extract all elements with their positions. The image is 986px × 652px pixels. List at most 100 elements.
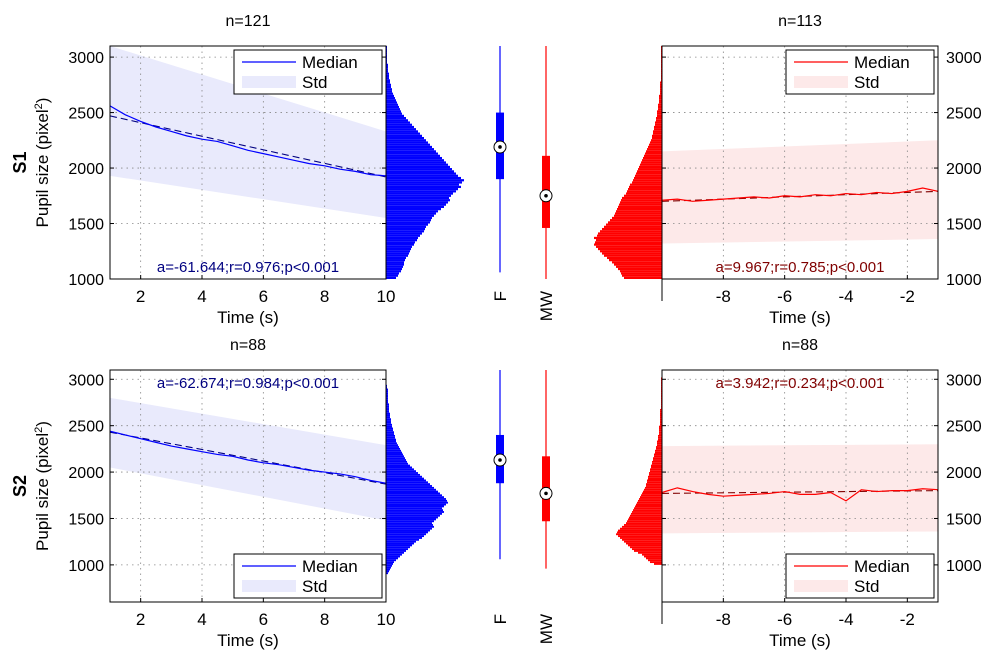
hist-bar	[386, 188, 458, 191]
hist-bar	[660, 81, 662, 84]
hist-bar	[386, 265, 403, 268]
hist-bar	[386, 179, 464, 182]
hist-bar	[641, 161, 662, 164]
hist-bar	[386, 221, 430, 224]
median-line	[661, 187, 939, 202]
hist-bar	[386, 196, 449, 200]
hist-bar	[634, 507, 662, 510]
hist-bar	[386, 114, 404, 118]
hist-bar	[386, 83, 391, 86]
hist-bar	[386, 130, 418, 133]
hist-bar	[660, 408, 662, 411]
hist-bar	[386, 272, 399, 275]
hist-bar	[386, 128, 416, 131]
hist-bar	[386, 388, 388, 391]
hist-bar	[632, 511, 662, 513]
x-tick-label: 10	[377, 610, 396, 629]
hist-bar	[632, 181, 662, 184]
hist-bar	[386, 524, 433, 526]
hist-bar	[656, 119, 662, 122]
hist-bar	[386, 566, 391, 569]
x-tick-label: 2	[136, 287, 145, 306]
hist-bar	[655, 123, 662, 126]
hist-bar	[627, 190, 662, 193]
hist-bar	[386, 494, 442, 497]
hist-bar	[386, 68, 388, 71]
hist-bar	[386, 159, 444, 162]
hist-bar	[617, 531, 662, 534]
hist-bar	[386, 74, 389, 78]
hist-bar	[386, 63, 388, 66]
box-median-dot	[498, 145, 502, 149]
hist-bar	[386, 250, 410, 253]
hist-bar	[386, 181, 462, 184]
hist-bar	[386, 148, 434, 151]
panel-S1-left: 2 4 6 8 10 1000 1500 2000 2500 3000 n=121 Time (s) P…	[10, 13, 395, 327]
hist-bar	[386, 418, 391, 421]
median-line	[109, 430, 387, 484]
hist-bar	[386, 150, 436, 153]
hist-bar	[386, 405, 389, 408]
hist-bar	[651, 464, 662, 467]
hist-bar	[386, 274, 398, 277]
hist-bar	[620, 537, 662, 539]
hist-bar	[386, 205, 444, 208]
hist-bar	[386, 410, 389, 413]
hist-bar	[630, 514, 662, 517]
hist-bar	[386, 252, 409, 255]
hist-bar	[636, 172, 662, 175]
x-axis-label: Time (s)	[769, 308, 831, 327]
hist-bar	[386, 468, 414, 471]
hist-bar	[386, 203, 446, 206]
hist-bar	[621, 199, 662, 202]
hist-bar	[386, 414, 390, 417]
hist-bar	[658, 103, 662, 106]
hist-bar	[660, 92, 662, 95]
hist-bar	[652, 134, 662, 137]
hist-bar	[386, 525, 434, 528]
hist-bar	[386, 505, 444, 508]
legend-std-swatch	[794, 76, 848, 88]
x-tick-label: -2	[900, 287, 915, 306]
hist-bar	[602, 252, 662, 255]
legend-median-label: Median	[854, 557, 910, 576]
hist-bar	[386, 97, 395, 100]
hist-bar	[604, 225, 662, 228]
hist-bar	[386, 143, 430, 146]
hist-bar	[386, 85, 391, 89]
hist-bar	[386, 174, 458, 177]
hist-bar	[636, 503, 662, 506]
hist-bar	[386, 481, 428, 484]
hist-bar	[638, 168, 662, 171]
hist-bar	[660, 414, 662, 417]
hist-S1-F	[386, 46, 464, 279]
hist-bar	[386, 453, 403, 456]
hist-bar	[386, 551, 404, 554]
hist-bar	[660, 83, 662, 86]
panel-title: n=121	[226, 13, 271, 30]
hist-bar	[655, 451, 662, 454]
hist-bar	[651, 139, 662, 142]
hist-bar	[386, 394, 388, 396]
hist-bar	[386, 486, 434, 489]
box-median-dot	[544, 193, 548, 198]
hist-bar	[612, 216, 662, 220]
y-axis-label: Pupil size (pixel2)	[33, 421, 52, 551]
hist-bar	[386, 514, 440, 517]
box-category-label: MW	[537, 614, 556, 644]
hist-bar	[608, 221, 662, 224]
hist-bar	[386, 395, 388, 398]
hist-bar	[386, 550, 406, 552]
hist-bar	[386, 425, 392, 428]
hist-bar	[660, 85, 662, 89]
hist-bar	[386, 535, 424, 538]
hist-bar	[654, 455, 662, 458]
hist-bar	[649, 473, 662, 476]
hist-bar	[616, 210, 662, 213]
hist-bar	[386, 390, 388, 393]
hist-bar	[386, 473, 420, 476]
hist-bar	[650, 561, 662, 564]
hist-bar	[386, 194, 451, 197]
